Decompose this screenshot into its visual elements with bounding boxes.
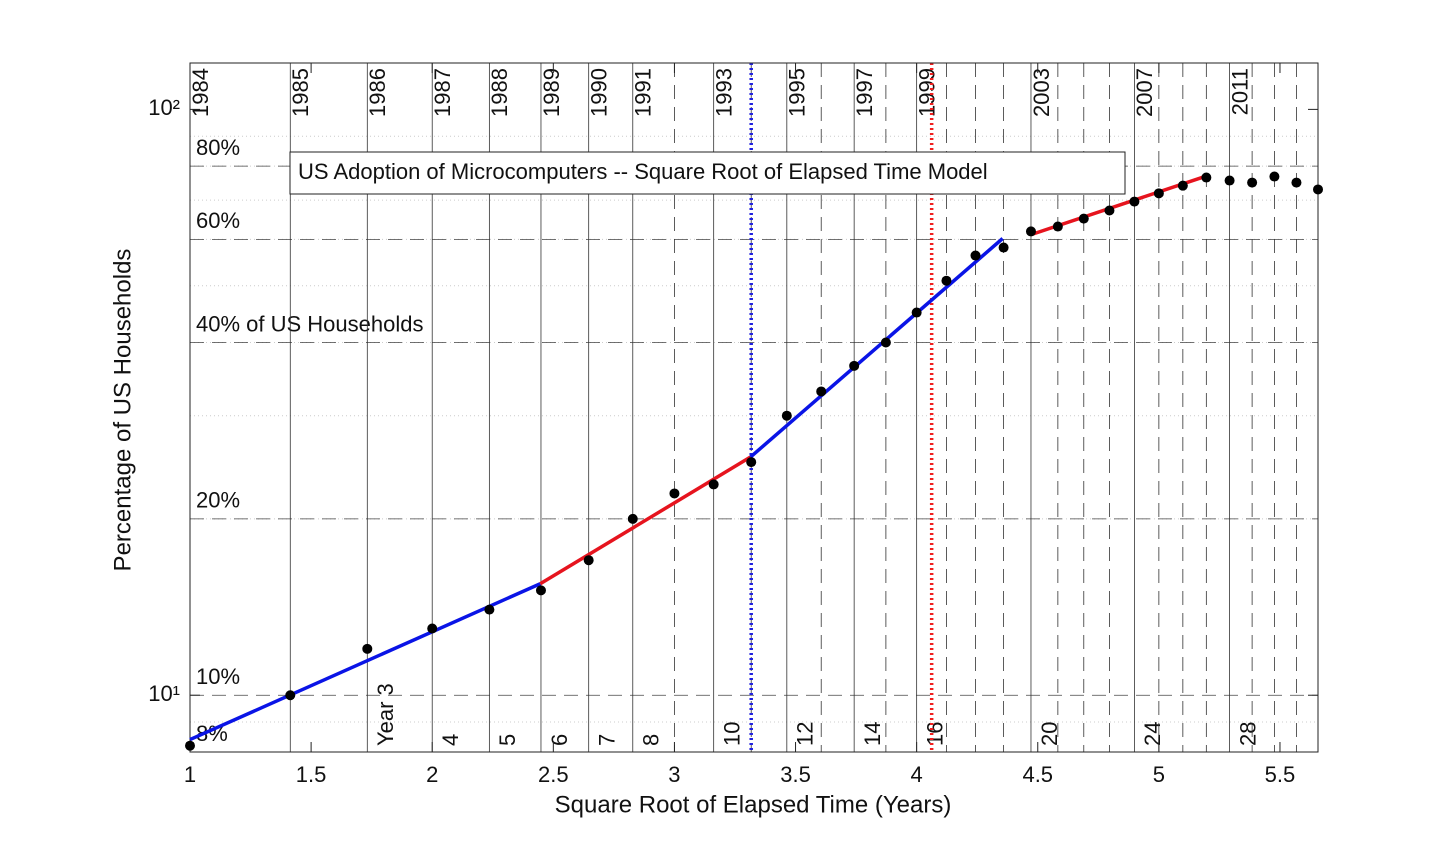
elapsed-label: 5 [495, 734, 520, 746]
data-point [781, 410, 792, 421]
data-point [669, 488, 680, 499]
data-point [1247, 177, 1258, 188]
x-tick-label: 2.5 [538, 762, 569, 787]
x-tick-label: 3 [668, 762, 680, 787]
data-point [941, 275, 952, 286]
data-point [911, 307, 922, 318]
elapsed-label: 14 [860, 722, 885, 746]
elapsed-label: 10 [719, 722, 744, 746]
data-point [362, 643, 373, 654]
title-box [289, 151, 1126, 195]
data-point [627, 513, 638, 524]
elapsed-label: 7 [595, 734, 620, 746]
x-tick-label: 4.5 [1022, 762, 1053, 787]
data-point [1078, 213, 1089, 224]
x-tick-label: 3.5 [780, 762, 811, 787]
data-point [1025, 226, 1036, 237]
data-point [185, 740, 195, 751]
year-label: 2007 [1132, 68, 1157, 117]
data-point [285, 690, 296, 701]
data-point [535, 585, 546, 596]
year-label: 1997 [852, 68, 877, 117]
year-label: 1984 [188, 68, 213, 117]
fit-line [189, 582, 541, 742]
x-tick-label: 1 [184, 762, 196, 787]
data-point [1052, 221, 1063, 232]
h-reference-label: 40% of US Households [196, 311, 423, 336]
x-axis-label: Square Root of Elapsed Time (Years) [555, 791, 952, 818]
h-reference-label: 80% [196, 135, 240, 160]
elapsed-label: 4 [438, 734, 463, 746]
data-point [1224, 175, 1235, 186]
elapsed-label: 8 [639, 734, 664, 746]
year-label: 1988 [487, 68, 512, 117]
data-point [1291, 177, 1302, 188]
year-label: 1990 [587, 68, 612, 117]
elapsed-label: 24 [1140, 722, 1165, 746]
y-tick-label: 10¹ [148, 681, 180, 706]
data-point [746, 457, 757, 468]
year-label: 1999 [914, 68, 939, 117]
fit-line [749, 237, 1004, 459]
x-tick-label: 1.5 [296, 762, 327, 787]
data-point [1313, 184, 1323, 195]
elapsed-label: 6 [547, 734, 572, 746]
year-label: 1987 [430, 68, 455, 117]
year-label: 2003 [1029, 68, 1054, 117]
chart-title: US Adoption of Microcomputers -- Square … [298, 159, 988, 184]
h-reference-label: 60% [196, 208, 240, 233]
year-label: 2011 [1227, 68, 1252, 115]
data-point [998, 242, 1009, 253]
elapsed-label: 12 [793, 722, 818, 746]
data-point [583, 555, 594, 566]
data-point [816, 386, 827, 397]
elapsed-label: 28 [1235, 722, 1260, 746]
x-tick-label: 4 [911, 762, 923, 787]
data-point [708, 479, 719, 490]
y-axis-label: Percentage of US Households [109, 249, 136, 572]
year-label: 1985 [288, 68, 313, 117]
data-point [1153, 188, 1164, 199]
elapsed-label: 16 [922, 722, 947, 746]
elapsed-label: Year 3 [373, 683, 398, 746]
year-label: 1991 [631, 68, 656, 117]
h-reference-label: 10% [196, 664, 240, 689]
plot-frame [189, 62, 1319, 753]
x-tick-label: 2 [426, 762, 438, 787]
year-label: 1986 [365, 68, 390, 117]
x-tick-label: 5 [1153, 762, 1165, 787]
data-point [427, 623, 438, 634]
y-tick-label: 10² [148, 95, 180, 120]
data-point [849, 360, 860, 371]
data-point [1104, 205, 1115, 216]
data-point [880, 337, 891, 348]
year-label: 1995 [785, 68, 810, 117]
data-point [1177, 180, 1188, 191]
h-reference-label: 20% [196, 488, 240, 513]
year-label: 1989 [539, 68, 564, 117]
data-point [970, 250, 981, 261]
data-point [1269, 171, 1280, 182]
data-point [484, 604, 495, 615]
x-tick-label: 5.5 [1265, 762, 1296, 787]
data-point [1201, 172, 1212, 183]
year-label: 1993 [711, 68, 736, 117]
fit-line [539, 455, 752, 586]
data-point [1129, 196, 1140, 207]
